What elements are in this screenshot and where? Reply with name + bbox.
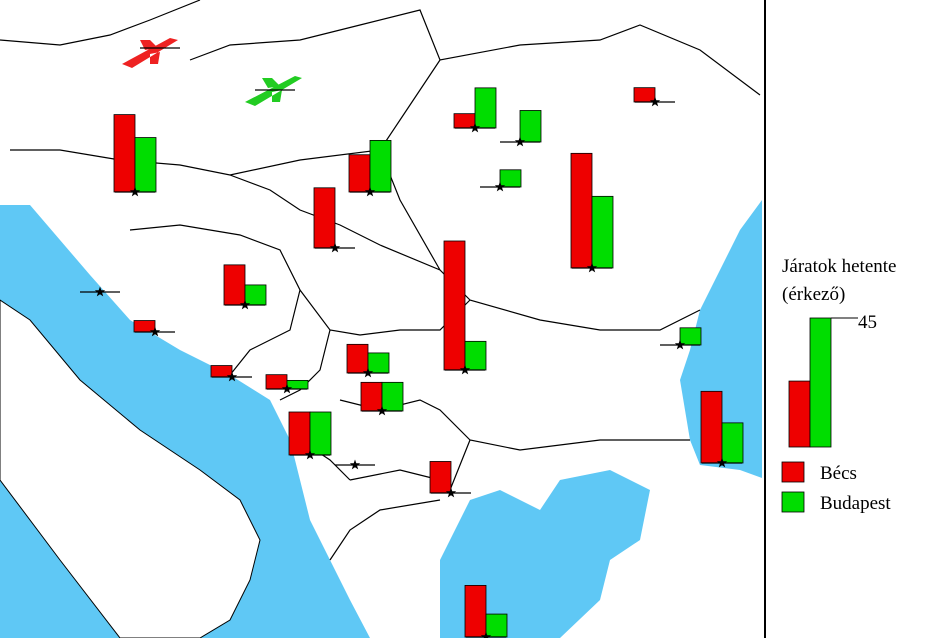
airport-star (716, 457, 728, 468)
airport-star (445, 487, 457, 498)
legend-bar-vienna (788, 380, 811, 448)
airport-star (226, 371, 238, 382)
legend-swatch (781, 491, 805, 513)
bar-vienna (700, 390, 723, 464)
aegean-sea (440, 470, 650, 638)
bar-vienna (570, 152, 593, 269)
bar-vienna (633, 87, 656, 103)
airport-star (469, 122, 481, 133)
airport-star (362, 367, 374, 378)
airport-star (494, 181, 506, 192)
bar-budapest (679, 327, 702, 346)
bar-budapest (134, 137, 157, 193)
bar-vienna (348, 154, 371, 193)
bar-budapest (519, 110, 542, 143)
italy (0, 299, 261, 638)
bar-vienna (313, 187, 336, 249)
airport-star (349, 459, 361, 470)
legend-bar-budapest (809, 317, 832, 448)
airport-star (480, 631, 492, 638)
bar-vienna (360, 381, 383, 412)
legend-title: Járatok hetente (782, 256, 896, 277)
airport-star (514, 136, 526, 147)
bar-vienna (288, 411, 311, 456)
bar-budapest (474, 87, 497, 129)
bar-budapest (591, 195, 614, 269)
bar-vienna (346, 343, 369, 374)
airport-star (674, 339, 686, 350)
bar-budapest (369, 139, 392, 193)
bar-layer (80, 87, 744, 638)
bar-budapest (309, 411, 332, 456)
bar-budapest (367, 352, 390, 374)
bar-budapest (485, 613, 508, 638)
legend-swatch (781, 461, 805, 483)
airport-star (304, 449, 316, 460)
bar-vienna (113, 114, 136, 193)
legend-label: Bécs (820, 463, 857, 484)
airport-star (329, 242, 341, 253)
bar-vienna (464, 585, 487, 638)
black-sea (680, 200, 762, 478)
legend-value-label: 45 (858, 312, 877, 333)
airport-star (149, 326, 161, 337)
bar-budapest (244, 284, 267, 306)
bar-vienna (223, 264, 246, 306)
airport-star (94, 286, 106, 297)
airport-star (364, 186, 376, 197)
bar-budapest (381, 381, 404, 412)
bar-vienna (453, 113, 476, 129)
airport-star (281, 383, 293, 394)
bar-budapest (499, 169, 522, 188)
airport-star (649, 96, 661, 107)
airport-star (239, 299, 251, 310)
airport-star (376, 405, 388, 416)
legend-subtitle: (érkező) (782, 284, 845, 305)
bar-vienna (265, 374, 288, 390)
plane-green (245, 76, 302, 106)
legend: Járatok hetente (érkező) 45 Bécs Budapest (781, 256, 896, 514)
bar-vienna (429, 461, 452, 494)
bar-vienna (443, 240, 466, 371)
airport-star (459, 364, 471, 375)
airport-star (129, 186, 141, 197)
bar-budapest (721, 422, 744, 464)
legend-label: Budapest (820, 493, 891, 514)
plane-red (122, 38, 180, 68)
bar-budapest (464, 340, 487, 371)
airport-star (586, 262, 598, 273)
map-area (0, 0, 762, 638)
